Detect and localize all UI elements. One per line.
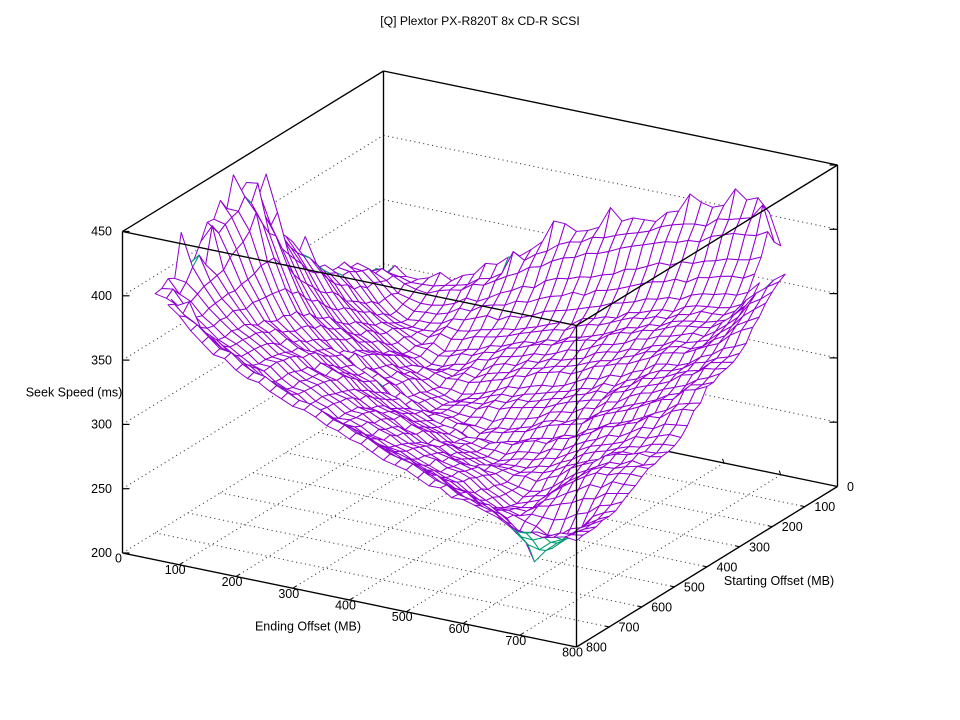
svg-text:700: 700 bbox=[619, 621, 640, 635]
svg-text:[Q] Plextor PX-R820T 8x CD-R S: [Q] Plextor PX-R820T 8x CD-R SCSI bbox=[380, 14, 580, 28]
svg-text:Starting Offset (MB): Starting Offset (MB) bbox=[724, 574, 834, 588]
svg-text:0: 0 bbox=[115, 552, 122, 566]
svg-text:Seek Speed (ms): Seek Speed (ms) bbox=[26, 386, 123, 400]
svg-text:400: 400 bbox=[91, 289, 112, 303]
svg-text:800: 800 bbox=[586, 641, 607, 655]
svg-text:200: 200 bbox=[91, 546, 112, 560]
svg-text:450: 450 bbox=[91, 225, 112, 239]
svg-text:700: 700 bbox=[505, 634, 526, 648]
svg-text:600: 600 bbox=[651, 601, 672, 615]
svg-text:200: 200 bbox=[222, 575, 243, 589]
svg-text:300: 300 bbox=[91, 418, 112, 432]
svg-text:800: 800 bbox=[562, 646, 583, 660]
svg-text:500: 500 bbox=[392, 610, 413, 624]
svg-text:100: 100 bbox=[165, 563, 186, 577]
svg-text:300: 300 bbox=[749, 540, 770, 554]
svg-text:400: 400 bbox=[717, 560, 738, 574]
svg-text:250: 250 bbox=[91, 482, 112, 496]
svg-text:600: 600 bbox=[449, 622, 470, 636]
svg-text:300: 300 bbox=[278, 587, 299, 601]
svg-text:350: 350 bbox=[91, 353, 112, 367]
svg-text:500: 500 bbox=[684, 580, 705, 594]
svg-text:Ending Offset (MB): Ending Offset (MB) bbox=[255, 620, 361, 634]
svg-text:0: 0 bbox=[847, 480, 854, 494]
svg-text:400: 400 bbox=[335, 599, 356, 613]
svg-text:100: 100 bbox=[814, 500, 835, 514]
svg-text:200: 200 bbox=[782, 520, 803, 534]
